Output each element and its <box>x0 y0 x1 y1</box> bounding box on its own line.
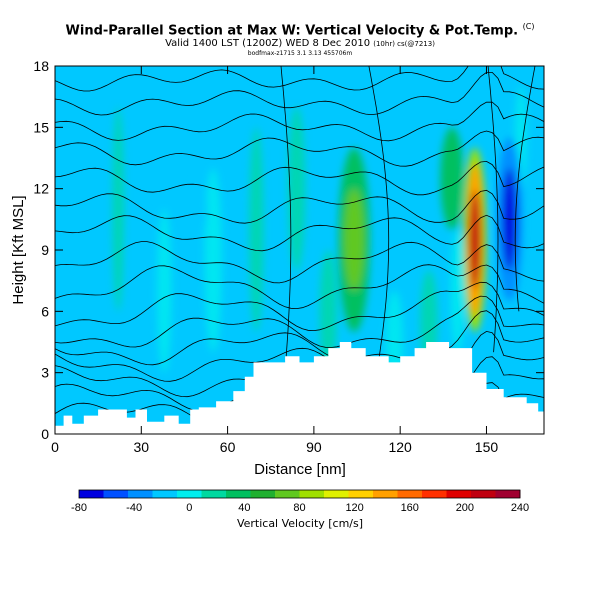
y-tick-label: 15 <box>33 119 49 135</box>
field-cell <box>440 127 464 230</box>
colorbar-swatch <box>495 490 521 498</box>
y-axis-title: Height [Kft MSL] <box>10 195 27 304</box>
x-tick-label: 60 <box>220 439 236 455</box>
colorbar-swatch <box>275 490 300 498</box>
y-tick-label: 9 <box>41 242 49 258</box>
colorbar-swatch <box>422 490 447 498</box>
field-cell <box>469 190 481 289</box>
theta-contour <box>55 310 544 366</box>
field-cell <box>129 210 153 282</box>
theta-contour <box>514 66 536 312</box>
y-tick-label: 6 <box>41 303 49 319</box>
colorbar-label: 80 <box>293 502 305 514</box>
colorbar-label: 120 <box>345 502 363 514</box>
field-band <box>112 106 125 312</box>
theta-contour <box>55 214 544 252</box>
theta-contour <box>55 72 544 116</box>
colorbar-swatch <box>103 490 129 498</box>
colorbar: -80 -40 0 40 80 120 160 200 240 <box>71 489 529 514</box>
velocity-field <box>55 66 544 434</box>
colorbar-label: 160 <box>401 502 419 514</box>
colorbar-swatch <box>79 490 104 498</box>
field-band <box>67 147 89 394</box>
x-tick-label: 120 <box>388 439 412 455</box>
y-tick-label: 0 <box>41 426 49 442</box>
theta-contour <box>487 66 499 353</box>
y-tick-label: 18 <box>33 58 49 74</box>
chart-subtitle: Valid 1400 LST (1200Z) WED 8 Dec 2010 (1… <box>165 38 435 49</box>
colorbar-label: 40 <box>238 502 250 514</box>
field-band <box>204 168 222 353</box>
colorbar-label: -80 <box>71 502 87 514</box>
colorbar-swatch <box>250 490 276 498</box>
field-band <box>319 250 337 373</box>
colorbar-swatch <box>471 490 496 498</box>
colorbar-swatch <box>128 490 153 498</box>
theta-contour <box>368 66 390 394</box>
theta-contour <box>55 241 544 284</box>
theta-contour <box>55 160 544 196</box>
colorbar-label: 0 <box>186 502 192 514</box>
colorbar-swatch <box>177 490 202 498</box>
colorbar-title: Vertical Velocity [cm/s] <box>237 517 363 530</box>
field-band <box>249 127 264 332</box>
colorbar-swatch <box>446 490 472 498</box>
x-tick-label: 30 <box>134 439 150 455</box>
field-band <box>287 106 306 271</box>
terrain <box>55 342 544 434</box>
y-tick-label: 3 <box>41 365 49 381</box>
theta-contour <box>55 295 544 348</box>
colorbar-label: 240 <box>511 502 529 514</box>
theta-contour <box>55 189 544 224</box>
terrain-fill <box>55 342 544 434</box>
axes: 0 30 60 90 120 150 0 3 6 9 12 15 18 <box>33 58 544 455</box>
x-tick-label: 0 <box>51 439 59 455</box>
plot-area <box>54 65 545 435</box>
chart-title: Wind-Parallel Section at Max W: Vertical… <box>65 22 535 39</box>
field-features <box>67 86 527 394</box>
colorbar-label: -40 <box>126 502 142 514</box>
colorbar-swatch <box>299 490 325 498</box>
theta-contour <box>55 101 544 142</box>
colorbar-swatch <box>152 490 178 498</box>
field-band <box>450 229 465 353</box>
x-tick-label: 150 <box>475 439 499 455</box>
chart-meta: bodfmax-z1715 3.1 3.13 455706m <box>247 50 353 57</box>
field-cell <box>190 178 208 240</box>
x-tick-label: 90 <box>306 439 322 455</box>
y-tick-label: 12 <box>33 181 49 197</box>
colorbar-label: 200 <box>456 502 474 514</box>
theta-contour <box>55 281 544 332</box>
theta-contour <box>55 130 544 167</box>
colorbar-swatch <box>201 490 227 498</box>
field-band <box>157 209 172 373</box>
colorbar-swatch <box>397 490 423 498</box>
colorbar-frame <box>78 489 521 499</box>
colorbar-swatch <box>348 490 374 498</box>
colorbar-swatch <box>373 490 398 498</box>
theta-contour <box>55 66 544 92</box>
colorbar-swatch <box>324 490 349 498</box>
colorbar-swatch <box>226 490 251 498</box>
field-cell <box>344 188 365 291</box>
x-axis-title: Distance [nm] <box>254 461 346 478</box>
theta-contour <box>55 264 544 310</box>
